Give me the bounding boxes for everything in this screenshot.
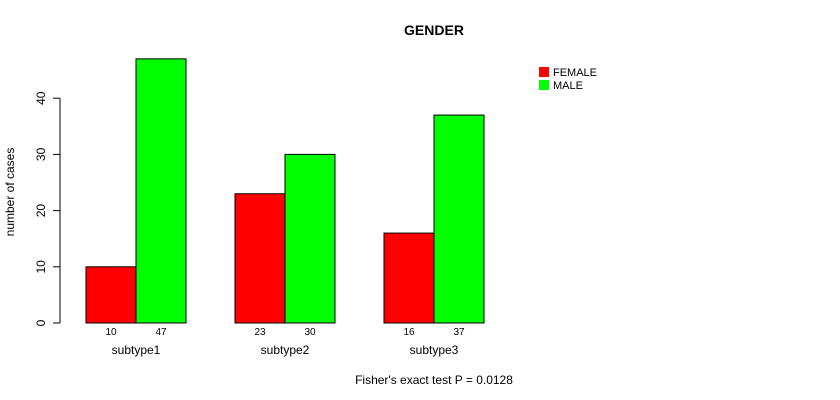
bar-male-subtype3 (433, 114, 485, 324)
bar-male-subtype2 (284, 153, 336, 324)
y-tick-label: 40 (34, 91, 48, 105)
category-label-subtype3: subtype3 (410, 343, 459, 357)
bar-value-label: 10 (105, 327, 117, 338)
bar-value-label: 47 (155, 327, 167, 338)
bar-value-label: 30 (304, 327, 316, 338)
y-tick-label: 0 (34, 319, 48, 326)
bar-female-subtype1 (85, 266, 137, 324)
legend-label-male: MALE (553, 80, 583, 92)
y-tick-label: 30 (34, 147, 48, 161)
category-labels: subtype1 subtype2 subtype3 (112, 343, 459, 357)
bar-female-subtype2 (234, 193, 286, 324)
bar-value-label: 16 (403, 327, 415, 338)
bar-value-label: 23 (254, 327, 266, 338)
category-label-subtype1: subtype1 (112, 343, 161, 357)
bar-female-subtype3 (383, 232, 435, 324)
chart-title: GENDER (404, 22, 464, 38)
bars-group (85, 58, 485, 324)
fisher-test-footnote: Fisher's exact test P = 0.0128 (355, 373, 513, 387)
legend-swatch-female (539, 67, 549, 77)
y-tick-label: 10 (34, 260, 48, 274)
y-axis-label: number of cases (3, 148, 17, 237)
y-tick-label: 20 (34, 204, 48, 218)
value-labels: 10 47 23 30 16 37 (105, 327, 465, 338)
legend-swatch-male (539, 80, 549, 90)
y-axis: 0 10 20 30 40 (34, 91, 61, 326)
legend-label-female: FEMALE (553, 67, 597, 79)
bar-value-label: 37 (453, 327, 465, 338)
category-label-subtype2: subtype2 (261, 343, 310, 357)
bar-male-subtype1 (135, 58, 187, 324)
